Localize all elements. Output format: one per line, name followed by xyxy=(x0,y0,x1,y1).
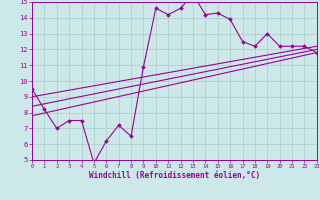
X-axis label: Windchill (Refroidissement éolien,°C): Windchill (Refroidissement éolien,°C) xyxy=(89,171,260,180)
